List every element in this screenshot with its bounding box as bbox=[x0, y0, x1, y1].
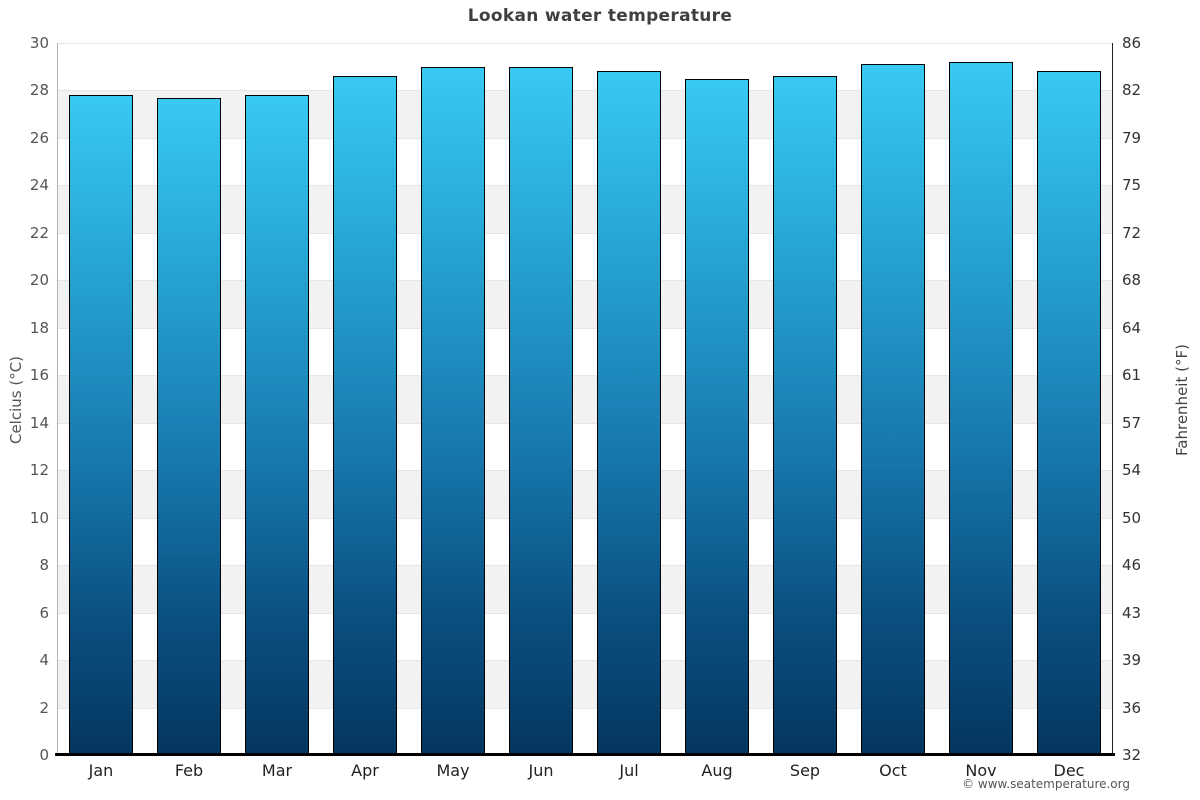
month-label-feb: Feb bbox=[174, 761, 204, 780]
celsius-tick: 12 bbox=[29, 461, 49, 480]
plot-band bbox=[57, 43, 1113, 91]
celsius-tick: 26 bbox=[29, 128, 49, 147]
fahrenheit-tick: 36 bbox=[1122, 698, 1142, 717]
fahrenheit-tick: 57 bbox=[1122, 413, 1142, 432]
month-label-sep: Sep bbox=[789, 761, 821, 780]
celsius-tick: 16 bbox=[29, 366, 49, 385]
celsius-tick: 22 bbox=[29, 223, 49, 242]
fahrenheit-tick: 50 bbox=[1122, 508, 1142, 527]
month-label-jun: Jun bbox=[528, 761, 554, 780]
plot-band bbox=[57, 280, 1113, 328]
bar-jun bbox=[509, 66, 573, 755]
celsius-tick: 4 bbox=[39, 651, 49, 670]
bar-dec bbox=[1037, 71, 1101, 755]
plot-band bbox=[57, 707, 1113, 755]
celsius-tick: 2 bbox=[39, 698, 49, 717]
month-label-aug: Aug bbox=[701, 761, 733, 780]
fahrenheit-tick: 68 bbox=[1122, 271, 1142, 290]
month-label-may: May bbox=[436, 761, 470, 780]
bar-feb bbox=[157, 97, 221, 755]
celsius-tick: 6 bbox=[39, 603, 49, 622]
attribution-text: © www.seatemperature.org bbox=[962, 777, 1130, 791]
plot-band bbox=[57, 422, 1113, 471]
plot-band bbox=[57, 90, 1113, 138]
month-label-dec: Dec bbox=[1053, 761, 1085, 780]
bottom-axis-line bbox=[55, 753, 1115, 756]
bar-aug bbox=[685, 78, 749, 755]
plot-band bbox=[57, 137, 1113, 186]
plot-band bbox=[57, 470, 1113, 518]
bar-jul bbox=[597, 71, 661, 755]
month-label-jan: Jan bbox=[88, 761, 114, 780]
month-label-mar: Mar bbox=[261, 761, 293, 780]
fahrenheit-tick: 72 bbox=[1122, 223, 1142, 242]
month-label-jul: Jul bbox=[619, 761, 639, 780]
month-label-nov: Nov bbox=[965, 761, 997, 780]
celsius-tick: 14 bbox=[29, 413, 49, 432]
bar-nov bbox=[949, 62, 1013, 755]
celsius-tick: 20 bbox=[29, 271, 49, 290]
fahrenheit-tick: 86 bbox=[1122, 34, 1142, 52]
celsius-tick: 30 bbox=[29, 34, 49, 52]
celsius-tick: 0 bbox=[39, 746, 49, 764]
fahrenheit-tick: 64 bbox=[1122, 318, 1142, 337]
celsius-tick: 24 bbox=[29, 176, 49, 195]
celsius-tick: 28 bbox=[29, 81, 49, 100]
plot-band bbox=[57, 612, 1113, 661]
chart-title: Lookan water temperature bbox=[467, 6, 733, 26]
plot-band bbox=[57, 565, 1113, 613]
fahrenheit-tick: 32 bbox=[1122, 746, 1142, 764]
month-label-apr: Apr bbox=[351, 761, 379, 780]
fahrenheit-tick: 39 bbox=[1122, 651, 1142, 670]
celsius-tick: 10 bbox=[29, 508, 49, 527]
bar-mar bbox=[245, 95, 309, 755]
plot-band bbox=[57, 517, 1113, 566]
plot-band bbox=[57, 375, 1113, 423]
plot-area bbox=[57, 43, 1113, 755]
fahrenheit-tick: 75 bbox=[1122, 176, 1142, 195]
celsius-tick: 8 bbox=[39, 556, 49, 575]
bar-oct bbox=[861, 64, 925, 755]
fahrenheit-tick: 54 bbox=[1122, 461, 1142, 480]
fahrenheit-axis-title: Fahrenheit (°F) bbox=[1173, 344, 1191, 456]
bar-may bbox=[421, 66, 485, 755]
plot-band bbox=[57, 232, 1113, 281]
plot-band bbox=[57, 185, 1113, 233]
left-axis-line bbox=[57, 43, 58, 755]
fahrenheit-tick: 46 bbox=[1122, 556, 1142, 575]
month-label-oct: Oct bbox=[879, 761, 907, 780]
fahrenheit-tick: 82 bbox=[1122, 81, 1142, 100]
plot-band bbox=[57, 327, 1113, 376]
bar-sep bbox=[773, 76, 837, 755]
right-axis-line bbox=[1112, 43, 1113, 755]
fahrenheit-tick: 43 bbox=[1122, 603, 1142, 622]
bar-apr bbox=[333, 76, 397, 755]
fahrenheit-tick: 79 bbox=[1122, 128, 1142, 147]
plot-band bbox=[57, 660, 1113, 708]
bar-jan bbox=[69, 95, 133, 755]
fahrenheit-tick: 61 bbox=[1122, 366, 1142, 385]
celsius-tick: 18 bbox=[29, 318, 49, 337]
